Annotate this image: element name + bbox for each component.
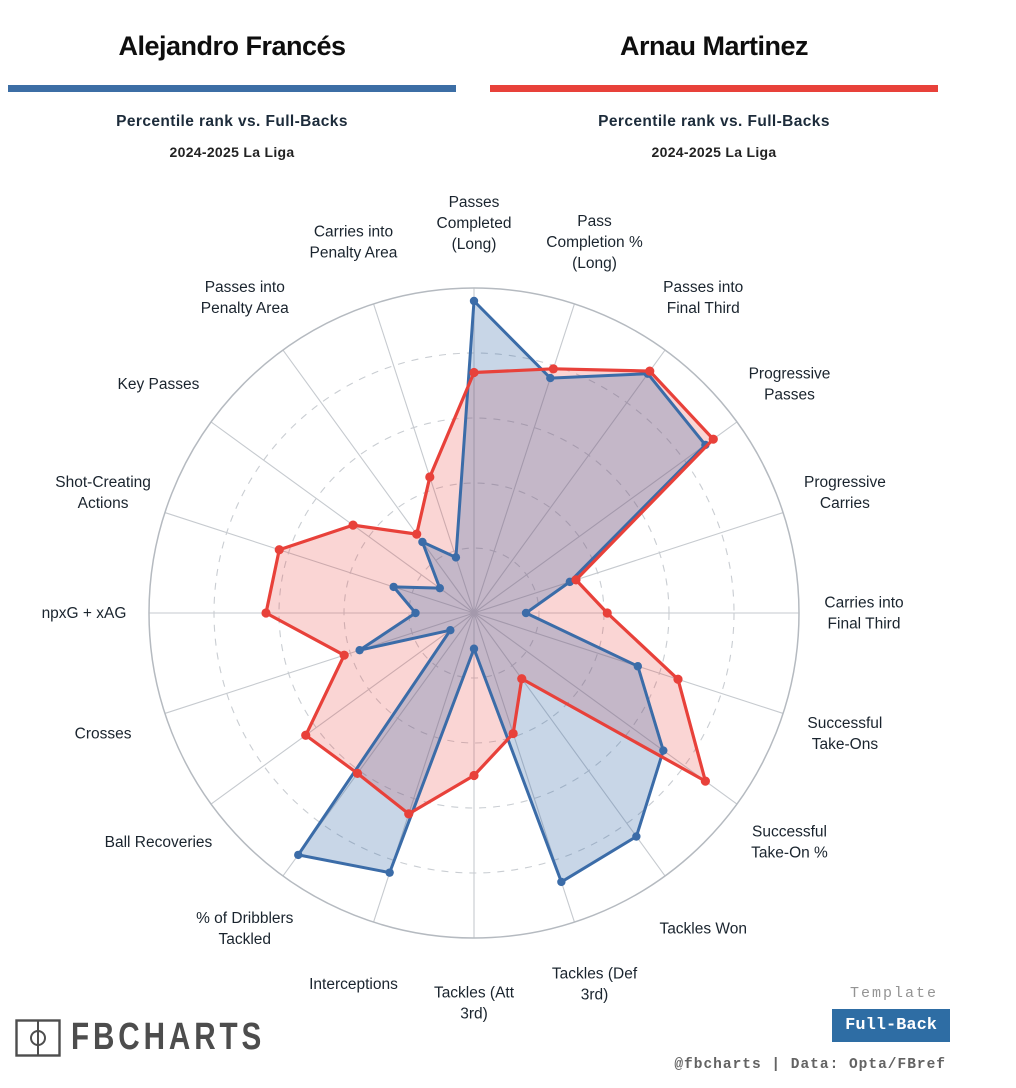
- axis-label: Successful Take-Ons: [807, 715, 882, 753]
- axis-label: Interceptions: [309, 976, 398, 993]
- series-markers-martinez: [261, 364, 718, 819]
- axis-label: npxG + xAG: [42, 605, 127, 622]
- axis-label: Tackles (Att 3rd): [434, 985, 515, 1023]
- data-point-frances: [355, 645, 364, 655]
- data-point-frances: [385, 868, 394, 877]
- grid-spoke: [164, 612, 475, 714]
- data-point-martinez: [700, 776, 710, 786]
- data-point-martinez: [348, 520, 358, 530]
- data-point-frances: [418, 537, 427, 547]
- data-point-martinez: [425, 472, 435, 482]
- axis-label: Passes Completed (Long): [437, 194, 512, 253]
- data-point-martinez: [571, 575, 581, 585]
- underline-bar-frances: [8, 85, 456, 92]
- axis-label: Key Passes: [118, 376, 200, 393]
- data-point-frances: [521, 608, 531, 618]
- data-point-frances: [411, 608, 420, 618]
- data-point-martinez: [602, 608, 612, 618]
- data-point-martinez: [708, 434, 718, 444]
- data-point-frances: [546, 373, 555, 383]
- grid-spoke: [210, 421, 475, 614]
- data-point-frances: [659, 746, 668, 755]
- grid-spoke: [473, 612, 666, 877]
- series-fill-martinez: [266, 368, 714, 814]
- player-title-frances: Alejandro Francés: [118, 31, 346, 61]
- data-point-frances: [469, 296, 479, 306]
- credit-line: @fbcharts | Data: Opta/FBref: [674, 1057, 946, 1073]
- template-fullback-button[interactable]: Full-Back: [832, 1009, 950, 1042]
- grid-spoke: [473, 612, 738, 805]
- grid-spoke: [473, 421, 738, 614]
- data-point-martinez: [673, 674, 683, 684]
- axis-label: Carries into Penalty Area: [310, 224, 398, 262]
- data-point-martinez: [548, 364, 558, 374]
- axis-labels: Passes Completed (Long) Pass Completion % (Lo…: [42, 194, 904, 1023]
- axis-label: Carries into Final Third: [824, 595, 903, 633]
- season-martinez: 2024-2025 La Liga: [651, 144, 777, 160]
- fbcharts-logo: FBCHARTS: [14, 1016, 320, 1059]
- data-point-frances: [557, 877, 566, 887]
- subtitle-frances: Percentile rank vs. Full-Backs: [116, 113, 348, 130]
- axis-label: Successful Take-On %: [751, 824, 828, 862]
- grid-spoke: [164, 512, 475, 614]
- grid-spoke: [282, 349, 475, 614]
- data-point-frances: [451, 553, 461, 562]
- axis-label: Passes into Final Third: [663, 279, 743, 317]
- axis-label: Crosses: [75, 726, 132, 743]
- data-point-martinez: [352, 768, 363, 778]
- template-label: Template: [849, 985, 938, 1002]
- data-point-frances: [294, 850, 303, 860]
- axis-label: Pass Completion % (Long): [546, 213, 643, 272]
- player-title-martinez: Arnau Martinez: [619, 31, 809, 61]
- series-fill-frances: [298, 301, 706, 882]
- data-point-martinez: [274, 545, 284, 555]
- axis-label: Progressive Carries: [804, 474, 886, 512]
- data-point-martinez: [412, 529, 422, 539]
- grid-outer-ring: [148, 287, 800, 939]
- data-point-frances: [469, 644, 479, 653]
- underline-bar-martinez: [490, 85, 938, 92]
- data-point-martinez: [645, 366, 655, 376]
- player-panel-martinez: Arnau Martinez Percentile rank vs. Full-…: [490, 30, 938, 160]
- axis-label: Passes into Penalty Area: [201, 279, 289, 317]
- axis-label: Ball Recoveries: [105, 834, 213, 851]
- data-point-frances: [389, 582, 398, 592]
- axis-label: Tackles Won: [659, 921, 747, 938]
- axis-label: Shot-Creating Actions: [55, 474, 151, 512]
- pitch-icon: [15, 1018, 61, 1057]
- data-point-frances: [446, 625, 455, 635]
- axis-label: % of Dribblers Tackled: [196, 910, 294, 948]
- data-point-martinez: [469, 770, 479, 781]
- grid-spoke: [373, 303, 475, 614]
- data-point-martinez: [301, 730, 311, 740]
- grid-spoke: [473, 349, 666, 614]
- axis-label: Tackles (Def 3rd): [552, 965, 638, 1003]
- data-point-frances: [632, 832, 641, 841]
- grid-spoke: [473, 303, 575, 614]
- data-point-frances: [435, 583, 445, 593]
- data-point-frances: [633, 662, 643, 671]
- data-point-martinez: [517, 674, 527, 684]
- data-point-martinez: [339, 650, 349, 660]
- season-frances: 2024-2025 La Liga: [169, 144, 295, 160]
- grid-spoke: [210, 612, 475, 805]
- grid-spoke: [473, 512, 784, 614]
- player-panel-frances: Alejandro Francés Percentile rank vs. Fu…: [8, 30, 456, 160]
- data-point-martinez: [469, 367, 479, 378]
- subtitle-martinez: Percentile rank vs. Full-Backs: [598, 113, 830, 130]
- axis-label: Progressive Passes: [749, 365, 831, 403]
- data-point-martinez: [508, 728, 518, 739]
- data-point-martinez: [404, 809, 414, 819]
- logo-text: FBCHARTS: [71, 1016, 266, 1058]
- data-point-martinez: [261, 608, 271, 618]
